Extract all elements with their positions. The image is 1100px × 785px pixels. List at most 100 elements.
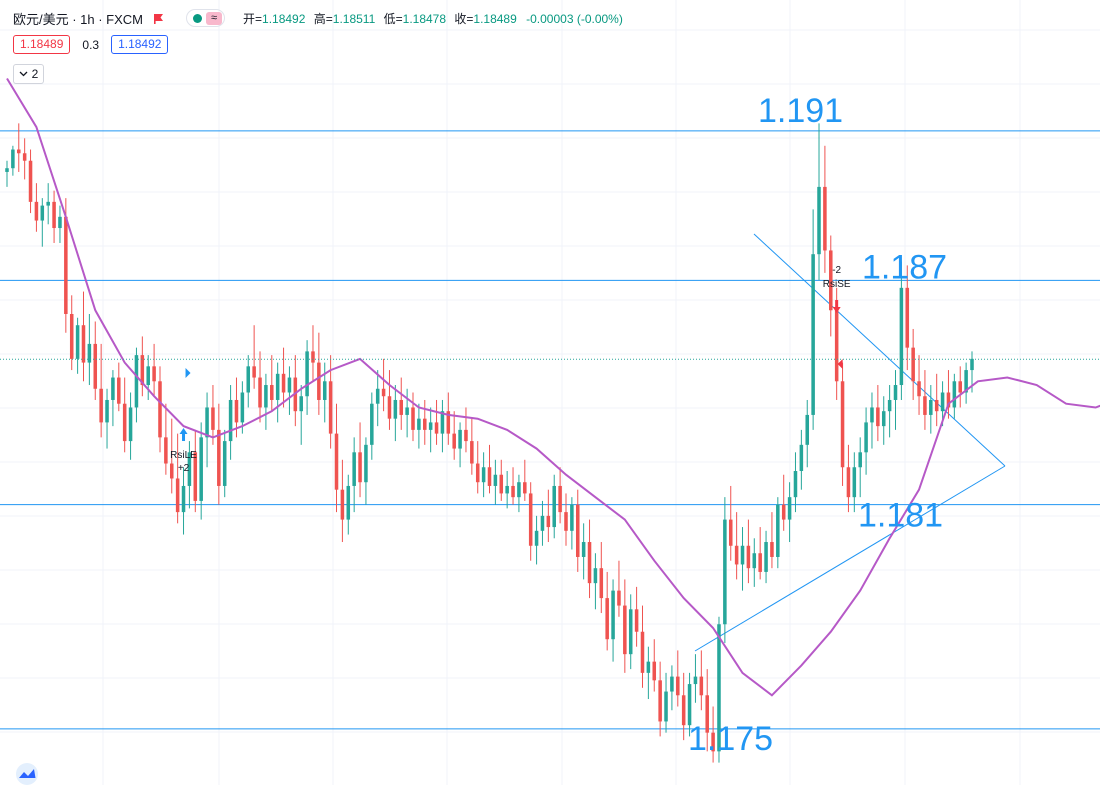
candle-body <box>46 201 50 206</box>
candle-body <box>275 373 280 400</box>
tradingview-logo-icon[interactable] <box>12 761 42 785</box>
long-signal-name: RsiLE <box>170 450 197 461</box>
chevron-down-icon <box>19 71 28 77</box>
candle-body <box>146 366 150 386</box>
candle-body <box>211 407 215 430</box>
candle-body <box>787 497 792 520</box>
candle-body <box>264 385 268 408</box>
candle-body <box>811 254 815 415</box>
candle-body <box>881 411 886 427</box>
candle-body <box>705 695 709 733</box>
candle-body <box>528 493 533 546</box>
candle-body <box>111 377 115 400</box>
candle-body <box>799 444 804 471</box>
candle-body <box>570 504 574 531</box>
candle-body <box>499 474 504 494</box>
candle-body <box>864 422 868 453</box>
candle-body <box>887 399 892 412</box>
candle-body <box>252 366 256 378</box>
low-label: 低= <box>383 11 403 26</box>
trade-panel: 1.18489 0.3 1.18492 <box>13 35 169 54</box>
candle-body <box>687 684 692 726</box>
candle-body <box>440 411 445 434</box>
flag-icon[interactable] <box>153 13 164 24</box>
candle-body <box>40 205 45 221</box>
chart-legend-header: 欧元/美元 · 1h · FXCM ≈ 开=1.18492 高=1.18511 … <box>13 9 623 27</box>
candle-body <box>405 407 409 415</box>
candle-body <box>381 388 386 397</box>
long-entry-marker-icon <box>185 368 191 378</box>
candle-body <box>69 314 74 359</box>
candle-body <box>581 542 586 557</box>
long-signal-arrow-icon <box>179 428 188 441</box>
candle-body <box>17 149 21 154</box>
candle-body <box>658 680 662 722</box>
candle-body <box>834 310 839 382</box>
candle-body <box>458 429 462 449</box>
candle-body <box>11 149 15 169</box>
candle-body <box>428 422 433 430</box>
candle-body <box>617 590 621 606</box>
candle-body <box>546 515 551 528</box>
candle-body <box>352 452 356 486</box>
sell-price-button[interactable]: 1.18489 <box>13 35 71 54</box>
legend-collapse-button[interactable]: 2 <box>13 64 44 84</box>
candle-body <box>646 661 651 673</box>
level-label: 1.175 <box>688 720 773 758</box>
short-signal-name: RsiSE <box>823 279 851 290</box>
candle-body <box>105 399 109 423</box>
ohlc-values: 开=1.18492 高=1.18511 低=1.18478 收=1.18489 … <box>243 10 623 27</box>
candle-body <box>346 485 351 520</box>
candle-body <box>552 485 556 528</box>
candle-body <box>664 691 668 722</box>
candle-body <box>505 485 509 494</box>
long-signal-qty: +2 <box>178 463 190 474</box>
candle-body <box>64 216 68 314</box>
spread-value: 0.3 <box>82 37 100 52</box>
candle-body <box>670 676 674 692</box>
candle-body <box>823 186 827 251</box>
candle-body <box>317 362 321 400</box>
candle-body <box>93 343 98 389</box>
candle-body <box>717 624 721 752</box>
candle-body <box>128 407 133 442</box>
candle-body <box>134 355 139 408</box>
strategy-signals: RsiLE +2 -2 RsiSE <box>170 265 851 474</box>
candle-body <box>587 542 592 584</box>
candle-body <box>99 388 103 423</box>
candle-body <box>470 441 474 464</box>
candle-body <box>117 377 121 404</box>
candle-body <box>899 287 904 386</box>
candle-body <box>923 396 927 415</box>
candle-body <box>205 407 209 438</box>
candle-body <box>575 504 580 557</box>
candle-body <box>870 407 874 423</box>
candle-body <box>423 418 427 430</box>
symbol-title[interactable]: 欧元/美元 · 1h · FXCM <box>13 11 144 27</box>
candle-body <box>81 325 86 363</box>
candle-body <box>240 392 245 423</box>
candle-body <box>628 609 633 655</box>
high-label: 高= <box>313 11 333 26</box>
candle-body <box>364 444 368 483</box>
candle-body <box>222 441 227 486</box>
candle-body <box>140 355 145 386</box>
candle-body <box>299 396 303 412</box>
indicator-toggle[interactable]: ≈ <box>186 9 226 27</box>
candle-body <box>193 452 198 501</box>
open-label: 开= <box>243 11 263 26</box>
candle-body <box>781 504 786 520</box>
buy-price-button[interactable]: 1.18492 <box>111 35 169 54</box>
candle-body <box>34 201 39 221</box>
short-entry-marker-icon <box>837 359 843 369</box>
candle-body <box>846 467 851 498</box>
candle-body <box>952 381 957 408</box>
candle-body <box>228 399 233 442</box>
candle-body <box>558 485 562 513</box>
level-label: 1.181 <box>858 497 943 535</box>
candle-body <box>540 515 545 531</box>
candle-body <box>517 482 521 498</box>
candle-body <box>181 485 186 513</box>
candle-body <box>758 553 762 572</box>
